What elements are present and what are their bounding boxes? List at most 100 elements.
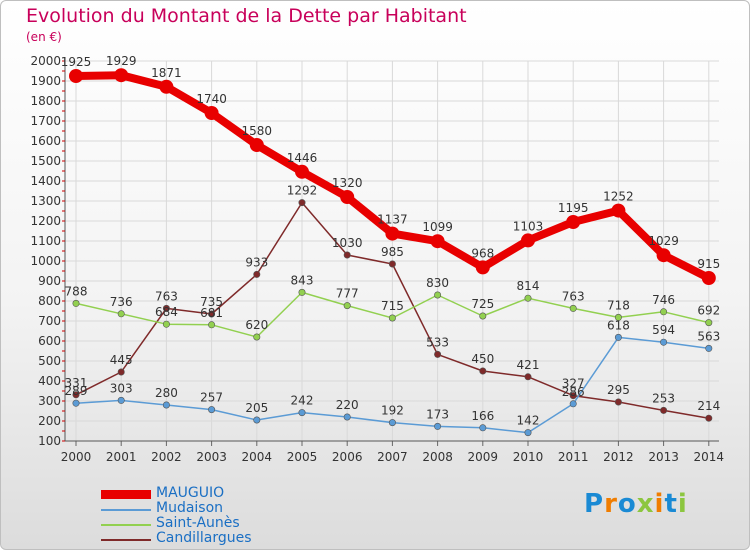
data-point-mauguio [385,226,400,241]
y-tick-label: 1700 [30,114,61,128]
data-point-candillargues [479,367,487,375]
data-point-mudaison [434,422,442,430]
data-point-candillargues [569,392,577,400]
data-label-mudaison: 242 [291,394,314,408]
data-label-candillargues: 214 [697,399,720,413]
data-point-candillargues [162,304,170,312]
data-label-mauguio: 1580 [242,124,273,138]
y-tick-label: 1900 [30,74,61,88]
data-point-mudaison [162,401,170,409]
data-label-saint-aunes: 843 [291,273,314,287]
data-point-saint-aunes [253,333,261,341]
y-tick-label: 1000 [30,254,61,268]
x-tick-labels: 2000 2001 2002 2003 2004 2005 2006 2007 2008 2009… [61,450,724,464]
data-label-candillargues: 450 [471,352,494,366]
data-point-mauguio [566,215,581,229]
data-point-mudaison [343,413,351,421]
data-label-candillargues: 1030 [332,236,363,250]
data-label-mudaison: 257 [200,391,223,405]
data-label-mudaison: 142 [517,414,540,428]
y-tick-label: 100 [38,434,61,448]
data-point-saint-aunes [343,302,351,310]
data-point-mudaison [72,399,80,407]
data-point-mudaison [524,429,532,437]
data-point-mudaison [614,333,622,341]
data-labels: 331 445 763 735 933 1292 1030 985 533 450 421 327 29… [61,54,721,427]
data-point-candillargues [117,368,125,376]
grid-lines [65,60,719,442]
data-label-mauguio: 968 [471,246,494,260]
y-tick-label: 900 [38,274,61,288]
data-label-mudaison: 220 [336,398,359,412]
data-point-saint-aunes [434,291,442,299]
data-label-mauguio: 1195 [558,201,589,215]
legend-label: MAUGUIO [156,485,225,501]
data-label-saint-aunes: 715 [381,299,404,313]
legend-swatch [101,539,151,541]
data-point-mauguio [249,138,264,152]
data-point-candillargues [253,270,261,278]
data-label-mudaison: 205 [245,401,268,415]
y-tick-label: 1600 [30,134,61,148]
data-point-candillargues [298,199,306,207]
data-label-candillargues: 763 [155,289,178,303]
data-point-mudaison [208,406,216,414]
data-label-mudaison: 594 [652,323,675,337]
logo-letter: t [664,489,678,519]
data-point-candillargues [434,350,442,358]
logo-letter: P [584,489,605,519]
logo-letter: o [617,489,637,519]
data-point-mauguio [340,190,355,204]
x-tick-label: 2014 [694,450,725,464]
data-point-saint-aunes [388,314,396,322]
data-label-candillargues: 445 [110,353,133,367]
data-point-mudaison [117,396,125,404]
y-tick-label: 800 [38,294,61,308]
data-label-saint-aunes: 620 [245,318,268,332]
data-point-mauguio [521,233,535,248]
data-point-candillargues [388,260,396,268]
data-point-saint-aunes [614,313,622,321]
data-label-candillargues: 327 [562,377,585,391]
data-point-mauguio [295,164,309,179]
data-point-saint-aunes [479,312,487,320]
logo-letter: r [604,489,618,519]
x-tick-label: 2003 [196,450,227,464]
y-tick-label: 600 [38,334,61,348]
y-tick-label: 400 [38,374,61,388]
data-label-mudaison: 166 [471,409,494,423]
data-point-mudaison [388,419,396,427]
logo-letter: x [636,489,655,519]
data-label-mauguio: 1871 [151,66,182,80]
data-label-mauguio: 1929 [106,54,137,68]
data-label-saint-aunes: 788 [65,284,88,298]
data-label-mudaison: 173 [426,407,449,421]
chart-title: Evolution du Montant de la Dette par Hab… [26,5,467,27]
data-point-saint-aunes [660,308,668,316]
data-label-mauguio: 1740 [196,92,227,106]
y-tick-label: 1400 [30,174,61,188]
x-tick-label: 2001 [106,450,137,464]
data-label-candillargues: 253 [652,391,675,405]
data-label-saint-aunes: 718 [607,298,630,312]
y-tick-label: 1800 [30,94,61,108]
data-point-saint-aunes [117,310,125,318]
data-point-candillargues [524,373,532,381]
data-label-mudaison: 303 [110,381,133,395]
data-label-candillargues: 331 [65,376,88,390]
data-point-saint-aunes [569,304,577,312]
data-point-candillargues [72,391,80,399]
x-tick-label: 2013 [648,450,679,464]
data-label-mudaison: 563 [697,329,720,343]
data-point-mauguio [114,68,129,83]
data-label-mauguio: 1099 [422,220,453,234]
logo-letter: i [654,489,665,519]
proxiti-logo: Proxiti [584,489,688,519]
data-label-saint-aunes: 830 [426,276,449,290]
data-label-mauguio: 1137 [377,213,408,227]
data-point-saint-aunes [72,299,80,307]
legend-label: Saint-Aunès [156,515,240,531]
data-point-mudaison [479,424,487,432]
data-label-mauguio: 1029 [648,234,679,248]
data-point-mudaison [298,409,306,417]
